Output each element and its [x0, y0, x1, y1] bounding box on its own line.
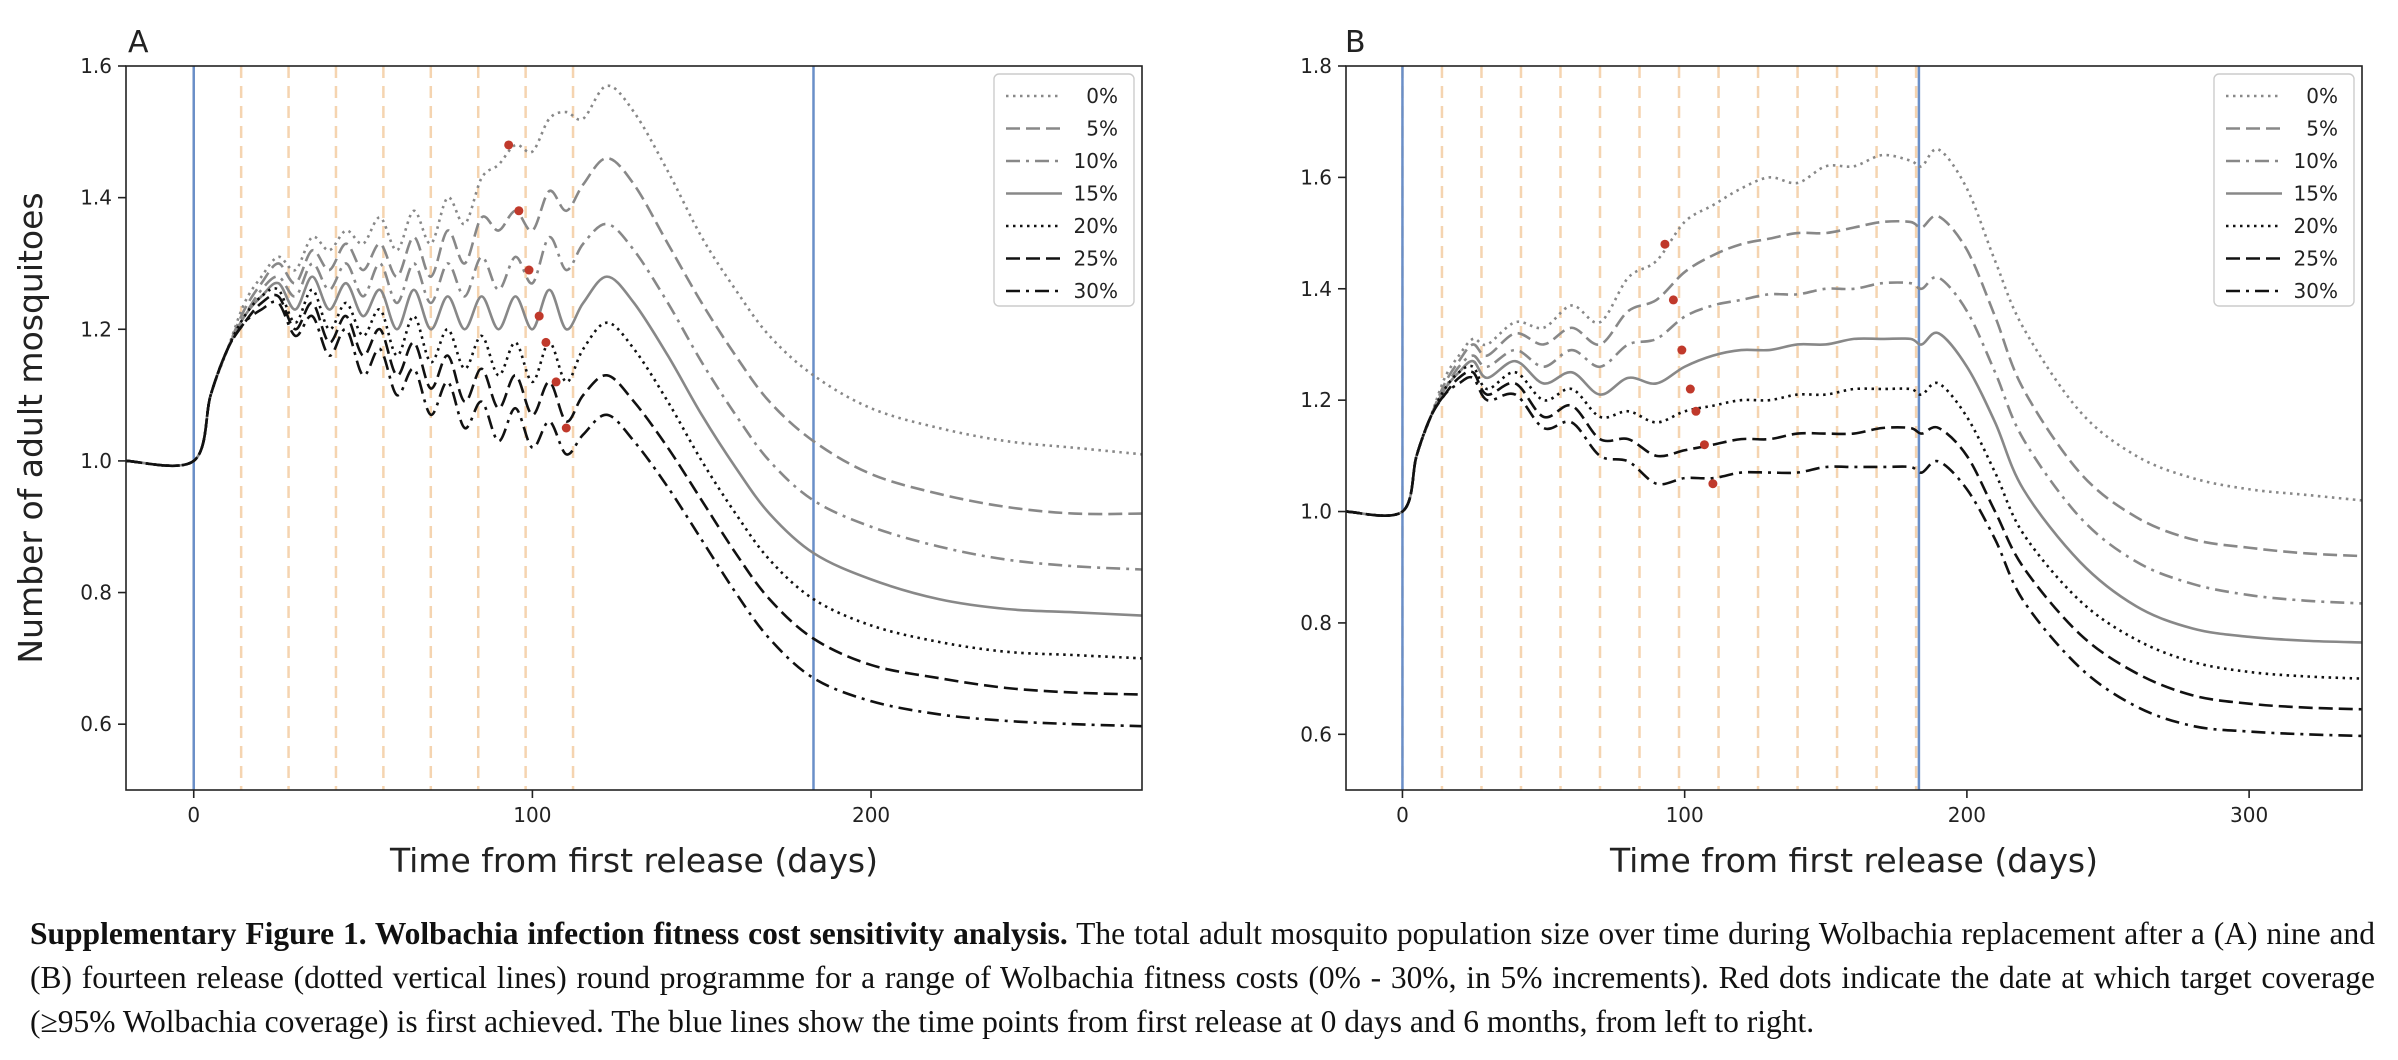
x-tick-label: 100 [1666, 803, 1704, 827]
target-coverage-dot [534, 311, 544, 321]
y-tick-label: 1.0 [80, 449, 112, 473]
target-coverage-dot [1708, 479, 1718, 489]
legend: 0% 5% 10% 15% 20% 25% 30% [2213, 73, 2355, 307]
series-line-30pct [126, 300, 1142, 728]
series-line-15pct [126, 275, 1142, 617]
legend-entry-label: 25% [1074, 247, 1118, 271]
legend-entry-label: 10% [1074, 149, 1118, 173]
axes-frame [1345, 65, 2363, 791]
target-coverage-dot [1660, 239, 1670, 249]
chart-panel-b: 0 100 200 300 0.6 0.8 1.0 1.2 1.4 1.6 1.8 B Time fro… [1300, 25, 2363, 880]
panel-label: B [1345, 25, 1366, 60]
series-line-20pct [1346, 364, 2362, 680]
legend-box [2213, 73, 2355, 307]
x-tick-label: 0 [1396, 803, 1409, 827]
x-axis-label: Time from first release (days) [1609, 841, 2098, 880]
target-coverage-dot [541, 337, 551, 347]
y-tick-label: 1.8 [1300, 54, 1332, 78]
target-coverage-dot [514, 206, 524, 216]
series-group [126, 84, 1142, 728]
chart-panel-a: 0 100 200 0.6 0.8 1.0 1.2 1.4 1.6 A Time from firs… [11, 25, 1143, 880]
y-tick-label: 1.6 [1300, 165, 1332, 189]
y-tick-label: 0.8 [1300, 611, 1332, 635]
legend: 0% 5% 10% 15% 20% 25% 30% [993, 73, 1135, 307]
legend-entry-label: 30% [1074, 279, 1118, 303]
target-coverage-dot [561, 423, 571, 433]
y-tick-label: 1.6 [80, 54, 112, 78]
series-line-0pct [126, 84, 1142, 468]
series-line-0pct [1346, 147, 2362, 517]
x-tick-label: 200 [1948, 803, 1986, 827]
series-line-10pct [126, 222, 1142, 571]
y-tick-label: 0.8 [80, 581, 112, 605]
series-line-15pct [1346, 331, 2362, 644]
legend-entry-label: 0% [1086, 84, 1118, 108]
target-coverage-dot [504, 140, 514, 150]
y-tick-label: 1.2 [80, 317, 112, 341]
panel-label: A [128, 25, 149, 60]
series-line-30pct [1346, 375, 2362, 738]
legend-box [993, 73, 1135, 307]
target-coverage-dot [1685, 384, 1695, 394]
y-tick-label: 0.6 [1300, 722, 1332, 746]
target-coverage-dot [551, 377, 561, 387]
x-tick-label: 100 [513, 803, 551, 827]
series-line-5pct [1346, 214, 2362, 558]
x-tick-label: 300 [2230, 803, 2268, 827]
y-tick-label: 1.2 [1300, 388, 1332, 412]
legend-entry-label: 10% [2294, 149, 2338, 173]
target-coverage-dot [1691, 406, 1701, 416]
legend-entry-label: 25% [2294, 247, 2338, 271]
x-tick-label: 0 [187, 803, 200, 827]
legend-entry-label: 20% [1074, 214, 1118, 238]
figure-caption: Supplementary Figure 1. Wolbachia infect… [30, 912, 2375, 1044]
target-coverage-dot [1668, 295, 1678, 305]
legend-entry-label: 0% [2306, 84, 2338, 108]
axes-frame [125, 65, 1143, 791]
y-tick-label: 1.4 [1300, 277, 1332, 301]
caption-body: The total adult mosquito population size… [30, 916, 2375, 1039]
legend-entry-label: 5% [1086, 117, 1118, 141]
series-group [1346, 147, 2362, 738]
y-tick-label: 0.6 [80, 712, 112, 736]
series-line-5pct [126, 156, 1142, 516]
target-coverage-dot [1699, 440, 1709, 450]
series-line-10pct [1346, 275, 2362, 605]
legend-entry-label: 20% [2294, 214, 2338, 238]
y-axis-label: Number of adult mosquitoes [11, 192, 50, 663]
caption-title: Supplementary Figure 1. Wolbachia infect… [30, 916, 1068, 951]
series-line-25pct [126, 293, 1142, 696]
legend-entry-label: 15% [2294, 182, 2338, 206]
y-tick-label: 1.0 [1300, 500, 1332, 524]
y-tick-label: 1.4 [80, 186, 112, 210]
legend-entry-label: 15% [1074, 182, 1118, 206]
x-tick-label: 200 [852, 803, 890, 827]
target-coverage-dot [1677, 345, 1687, 355]
x-axis-label: Time from first release (days) [389, 841, 878, 880]
target-coverage-dot [524, 265, 534, 275]
legend-entry-label: 30% [2294, 279, 2338, 303]
legend-entry-label: 5% [2306, 117, 2338, 141]
series-line-20pct [126, 287, 1142, 660]
series-line-25pct [1346, 370, 2362, 711]
